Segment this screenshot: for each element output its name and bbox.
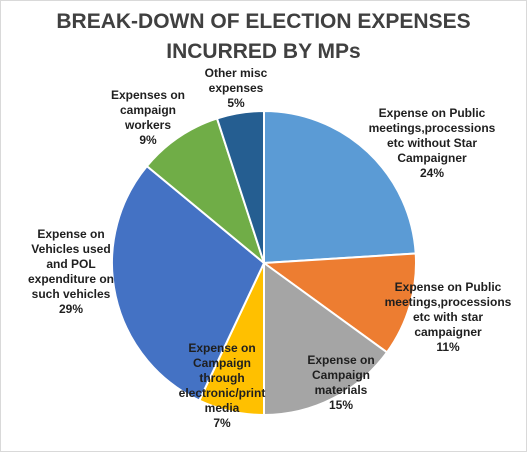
slice-percent: 15% (328, 398, 354, 412)
slice-label-line: campaigner (414, 325, 482, 339)
pie-slice-1 (263, 110, 417, 264)
pie-slice-2 (263, 252, 417, 354)
slice-label-line: Expense on Public (394, 280, 502, 294)
slice-label-line: through (199, 371, 245, 385)
slice-label-line: Expense on (188, 341, 256, 355)
slice-label-line: electronic/print (178, 386, 266, 400)
slice-label-line: campaign (119, 103, 176, 117)
slice-label-line: Expense on (37, 227, 105, 241)
slice-label-line: etc without Star (386, 136, 477, 150)
slice-label-line: workers (124, 118, 172, 132)
slice-label-line: Campaign (192, 356, 251, 370)
slice-label-3: Expense on Campaign materials 15% (291, 353, 391, 413)
slice-label-line: media (204, 401, 240, 415)
slice-label-line: Campaigner (397, 151, 467, 165)
slice-label-line: and POL (46, 257, 96, 271)
slice-label-line: meetings,processions (384, 295, 512, 309)
slice-label-7: Other misc expenses 5% (196, 66, 276, 111)
slice-label-line: Campaign (311, 368, 370, 382)
slice-label-line: Expense on Public (378, 106, 486, 120)
slice-label-5: Expense on Vehicles used and POL expenditur… (11, 227, 131, 317)
pie-slice-6 (145, 117, 265, 264)
slice-label-line: meetings,processions (368, 121, 496, 135)
pie-slice-3 (263, 262, 388, 416)
slice-percent: 11% (436, 340, 460, 354)
slice-label-2: Expense on Public meetings,processions etc… (373, 280, 523, 355)
slice-label-line: Expenses on (110, 88, 186, 102)
chart-title-line-1: BREAK-DOWN OF ELECTION EXPENSES (56, 10, 471, 33)
slice-label-line: expenditure on (27, 272, 114, 286)
slice-percent: 7% (213, 416, 231, 430)
slice-label-1: Expense on Public meetings,processions etc… (357, 106, 507, 181)
slice-percent: 29% (58, 302, 84, 316)
slice-label-line: expenses (208, 81, 264, 95)
chart-title: BREAK-DOWN OF ELECTION EXPENSES INCURRED… (1, 7, 526, 67)
slice-label-line: etc with star (412, 310, 484, 324)
pie-slice-5 (111, 165, 265, 402)
slice-label-line: such vehicles (31, 287, 111, 301)
pie-slice-7 (216, 110, 265, 264)
slice-label-line: Other misc (204, 66, 268, 80)
slice-percent: 5% (227, 96, 245, 110)
slice-percent: 24% (419, 166, 445, 180)
slice-label-line: Vehicles used (31, 242, 111, 256)
slice-label-4: Expense on Campaign through electronic/prin… (167, 341, 277, 431)
chart-title-line-2: INCURRED BY MPs (166, 40, 361, 63)
slice-label-line: Expense on (307, 353, 375, 367)
slice-label-line: materials (314, 383, 368, 397)
slice-label-6: Expenses on campaign workers 9% (93, 88, 203, 148)
slice-percent: 9% (139, 133, 157, 147)
